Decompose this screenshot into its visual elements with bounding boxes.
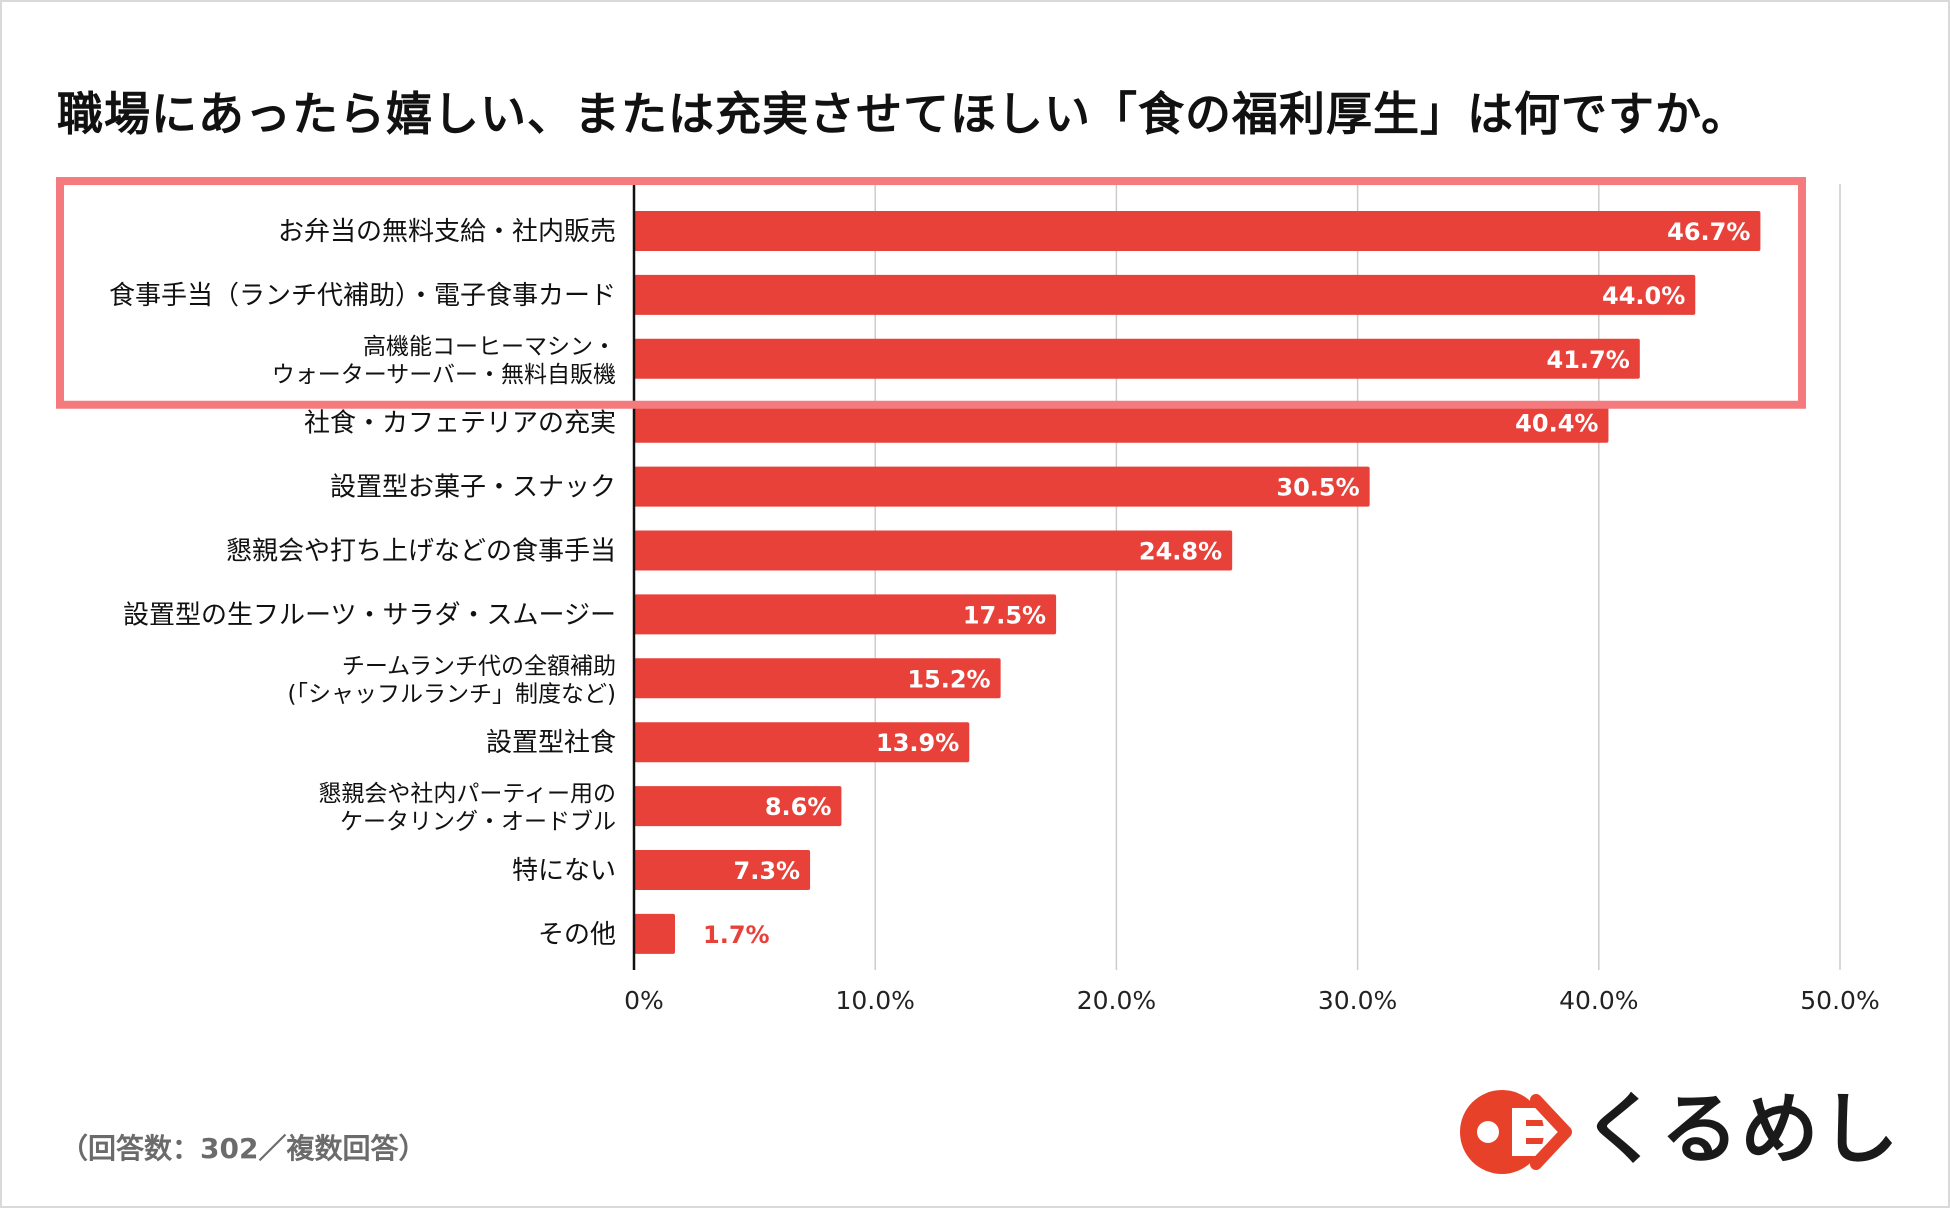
- data-label: 1.7%: [703, 921, 770, 949]
- category-label: 高機能コーヒーマシン・: [363, 334, 616, 360]
- data-label: 8.6%: [765, 793, 832, 821]
- bar: [634, 338, 1640, 379]
- bar: [634, 530, 1233, 571]
- brand-logo-icon: [1460, 1090, 1572, 1174]
- x-tick-label: 40.0%: [1559, 986, 1638, 1015]
- bar: [634, 466, 1370, 507]
- category-label: チームランチ代の全額補助: [342, 653, 616, 679]
- category-label: (「シャッフルランチ」制度など): [288, 681, 616, 707]
- category-label: 食事手当（ランチ代補助）・電子食事カード: [109, 281, 616, 311]
- data-label: 30.5%: [1276, 474, 1359, 502]
- x-tick-label: 20.0%: [1077, 986, 1156, 1015]
- data-label: 44.0%: [1602, 282, 1685, 310]
- category-label: 設置型の生フルーツ・サラダ・スムージー: [123, 600, 616, 630]
- bar: [634, 274, 1696, 315]
- brand-logo: くるめし: [1454, 1080, 1898, 1182]
- x-tick-label: 50.0%: [1800, 986, 1879, 1015]
- bar: [634, 211, 1761, 251]
- chart-title: 職場にあったら嬉しい、または充実させてほしい「食の福利厚生」は何ですか。: [57, 87, 1749, 141]
- data-label: 40.4%: [1515, 410, 1598, 438]
- bar: [634, 402, 1609, 443]
- respondent-note: （回答数：302／複数回答）: [60, 1132, 427, 1165]
- bar: [634, 913, 676, 954]
- category-label: 懇親会や打ち上げなどの食事手当: [226, 537, 616, 567]
- data-label: 13.9%: [876, 729, 959, 757]
- category-label: 懇親会や社内パーティー用の: [318, 781, 616, 807]
- category-label: その他: [538, 920, 616, 950]
- data-label: 46.7%: [1667, 218, 1750, 246]
- data-label: 7.3%: [734, 857, 801, 885]
- data-label: 17.5%: [963, 601, 1046, 629]
- data-label: 41.7%: [1547, 346, 1630, 374]
- category-label: 特にない: [512, 856, 616, 886]
- bar: [634, 722, 970, 763]
- category-label: 社食・カフェテリアの充実: [304, 409, 616, 439]
- bar: [634, 786, 842, 827]
- x-tick-label: 0%: [624, 986, 664, 1015]
- bar: [634, 850, 811, 890]
- category-label: お弁当の無料支給・社内販売: [278, 217, 616, 247]
- category-label: ウォーターサーバー・無料自販機: [272, 362, 616, 388]
- top-3-highlight-box: [56, 177, 1806, 409]
- bar: [634, 594, 1057, 635]
- x-tick-label: 10.0%: [835, 986, 914, 1015]
- data-label: 15.2%: [907, 665, 990, 693]
- category-label: ケータリング・オードブル: [340, 809, 616, 835]
- data-label: 24.8%: [1139, 538, 1222, 566]
- brand-name: くるめし: [1582, 1085, 1901, 1175]
- category-label: 設置型社食: [486, 728, 616, 758]
- category-label: 設置型お菓子・スナック: [330, 473, 616, 503]
- bar: [634, 658, 1001, 699]
- x-tick-label: 30.0%: [1318, 986, 1397, 1015]
